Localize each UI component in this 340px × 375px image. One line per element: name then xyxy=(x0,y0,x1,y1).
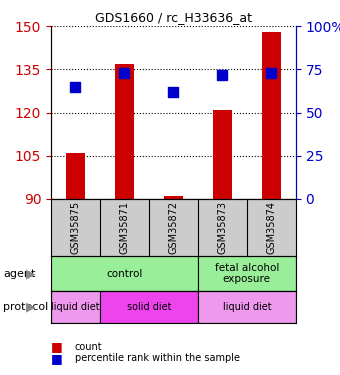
Text: GSM35874: GSM35874 xyxy=(266,201,276,254)
Text: liquid diet: liquid diet xyxy=(51,302,100,312)
Text: GSM35873: GSM35873 xyxy=(217,201,227,254)
Text: control: control xyxy=(106,268,142,279)
Point xyxy=(122,70,127,76)
Text: GSM35875: GSM35875 xyxy=(70,201,81,254)
Bar xyxy=(51,291,100,322)
Point xyxy=(220,72,225,78)
Bar xyxy=(212,110,232,199)
Bar xyxy=(51,256,198,291)
Bar xyxy=(261,32,281,199)
Text: liquid diet: liquid diet xyxy=(222,302,271,312)
Text: agent: agent xyxy=(3,268,36,279)
Title: GDS1660 / rc_H33636_at: GDS1660 / rc_H33636_at xyxy=(95,11,252,24)
Text: fetal alcohol
exposure: fetal alcohol exposure xyxy=(215,263,279,284)
Bar xyxy=(115,64,134,199)
Bar xyxy=(198,256,296,291)
Text: solid diet: solid diet xyxy=(127,302,171,312)
Text: protocol: protocol xyxy=(3,302,49,312)
Text: ▶: ▶ xyxy=(26,267,35,280)
Text: percentile rank within the sample: percentile rank within the sample xyxy=(75,353,240,363)
Point xyxy=(73,84,78,90)
Bar xyxy=(198,291,296,322)
Bar xyxy=(66,153,85,199)
Point xyxy=(171,89,176,95)
Text: ▶: ▶ xyxy=(26,300,35,313)
Text: count: count xyxy=(75,342,102,352)
Text: ■: ■ xyxy=(51,340,63,353)
Text: GSM35871: GSM35871 xyxy=(119,201,130,254)
Text: GSM35872: GSM35872 xyxy=(168,201,179,254)
Point xyxy=(269,70,274,76)
Bar xyxy=(164,196,183,199)
Bar xyxy=(100,291,198,322)
Text: ■: ■ xyxy=(51,352,63,364)
